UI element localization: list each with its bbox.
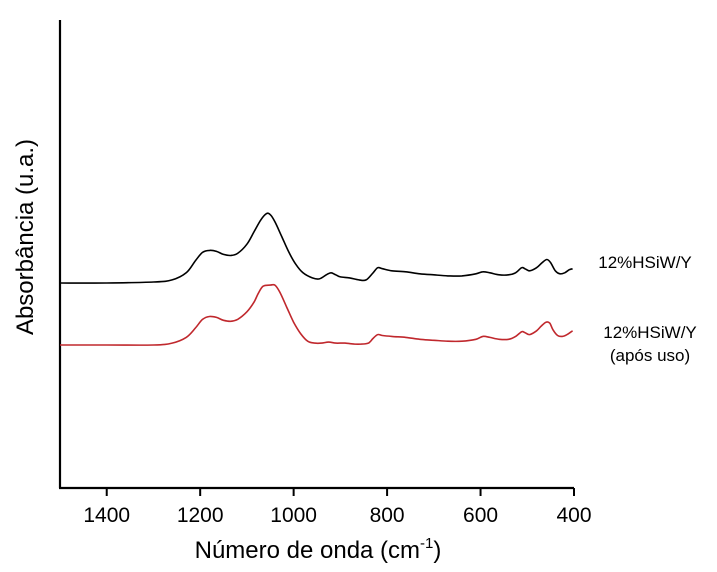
- series-label-2: 12%HSiW/Y (após uso): [603, 323, 697, 365]
- x-axis-title-close: ): [433, 537, 441, 564]
- series-line-1: [59, 212, 573, 284]
- series-label-1: 12%HSiW/Y: [598, 253, 692, 272]
- y-axis-title: Absorbância (u.a.): [12, 139, 39, 335]
- x-tick-label: 600: [463, 504, 498, 527]
- x-axis-title: Número de onda (cm-1): [195, 535, 442, 564]
- x-ticks: 1400 1200 1000 800 600 400: [83, 488, 592, 527]
- plot-area: 1400 1200 1000 800 600 400 12%HSiW/Y12%HSiW/Y…: [58, 20, 697, 527]
- series-label-line: 12%HSiW/Y: [598, 253, 692, 272]
- series-line-2: [59, 283, 574, 346]
- x-tick-label: 1000: [270, 504, 317, 527]
- x-tick-label: 400: [556, 504, 591, 527]
- series-label-line: (após uso): [610, 346, 690, 365]
- series-lines: [59, 212, 574, 346]
- x-tick-label: 800: [370, 504, 405, 527]
- series-label-line: 12%HSiW/Y: [603, 323, 697, 342]
- x-axis-title-main: Número de onda (cm: [195, 537, 420, 564]
- x-axis-title-sup: -1: [420, 535, 433, 552]
- series-labels: 12%HSiW/Y 12%HSiW/Y (após uso): [598, 253, 697, 365]
- x-tick-label: 1400: [83, 504, 130, 527]
- x-tick-label: 1200: [177, 504, 224, 527]
